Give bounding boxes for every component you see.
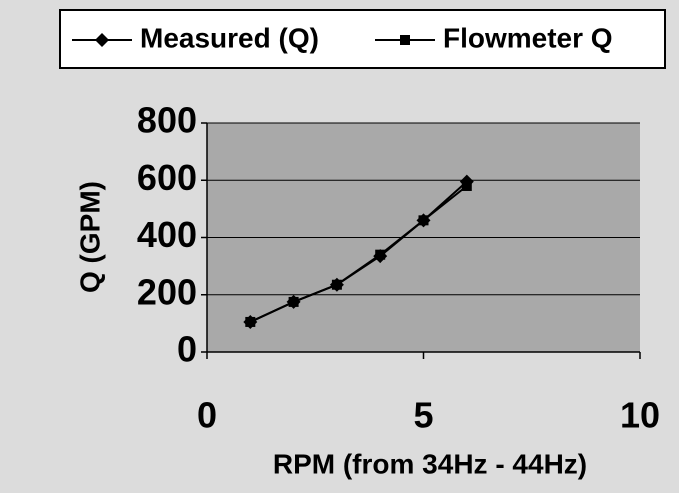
legend-label: Flowmeter Q xyxy=(443,22,613,53)
data-point xyxy=(375,249,386,260)
y-tick-label: 600 xyxy=(137,157,197,198)
series-line xyxy=(249,185,468,323)
data-point xyxy=(461,180,472,191)
legend-marker xyxy=(95,33,109,47)
legend-marker xyxy=(400,35,410,45)
x-tick-label: 5 xyxy=(413,395,433,436)
y-tick-label: 400 xyxy=(137,214,197,255)
legend-box xyxy=(59,9,666,69)
data-point xyxy=(288,296,299,307)
y-tick-label: 800 xyxy=(137,100,197,141)
x-tick-label: 0 xyxy=(197,395,217,436)
x-axis-label: RPM (from 34Hz - 44Hz) xyxy=(273,448,587,479)
x-tick-label: 10 xyxy=(620,395,660,436)
y-axis-label: Q (GPM) xyxy=(74,181,105,293)
data-point xyxy=(331,279,342,290)
data-point xyxy=(418,215,429,226)
y-tick-label: 200 xyxy=(137,271,197,312)
y-tick-label: 0 xyxy=(177,329,197,370)
legend-label: Measured (Q) xyxy=(140,22,319,53)
data-point xyxy=(245,316,256,327)
